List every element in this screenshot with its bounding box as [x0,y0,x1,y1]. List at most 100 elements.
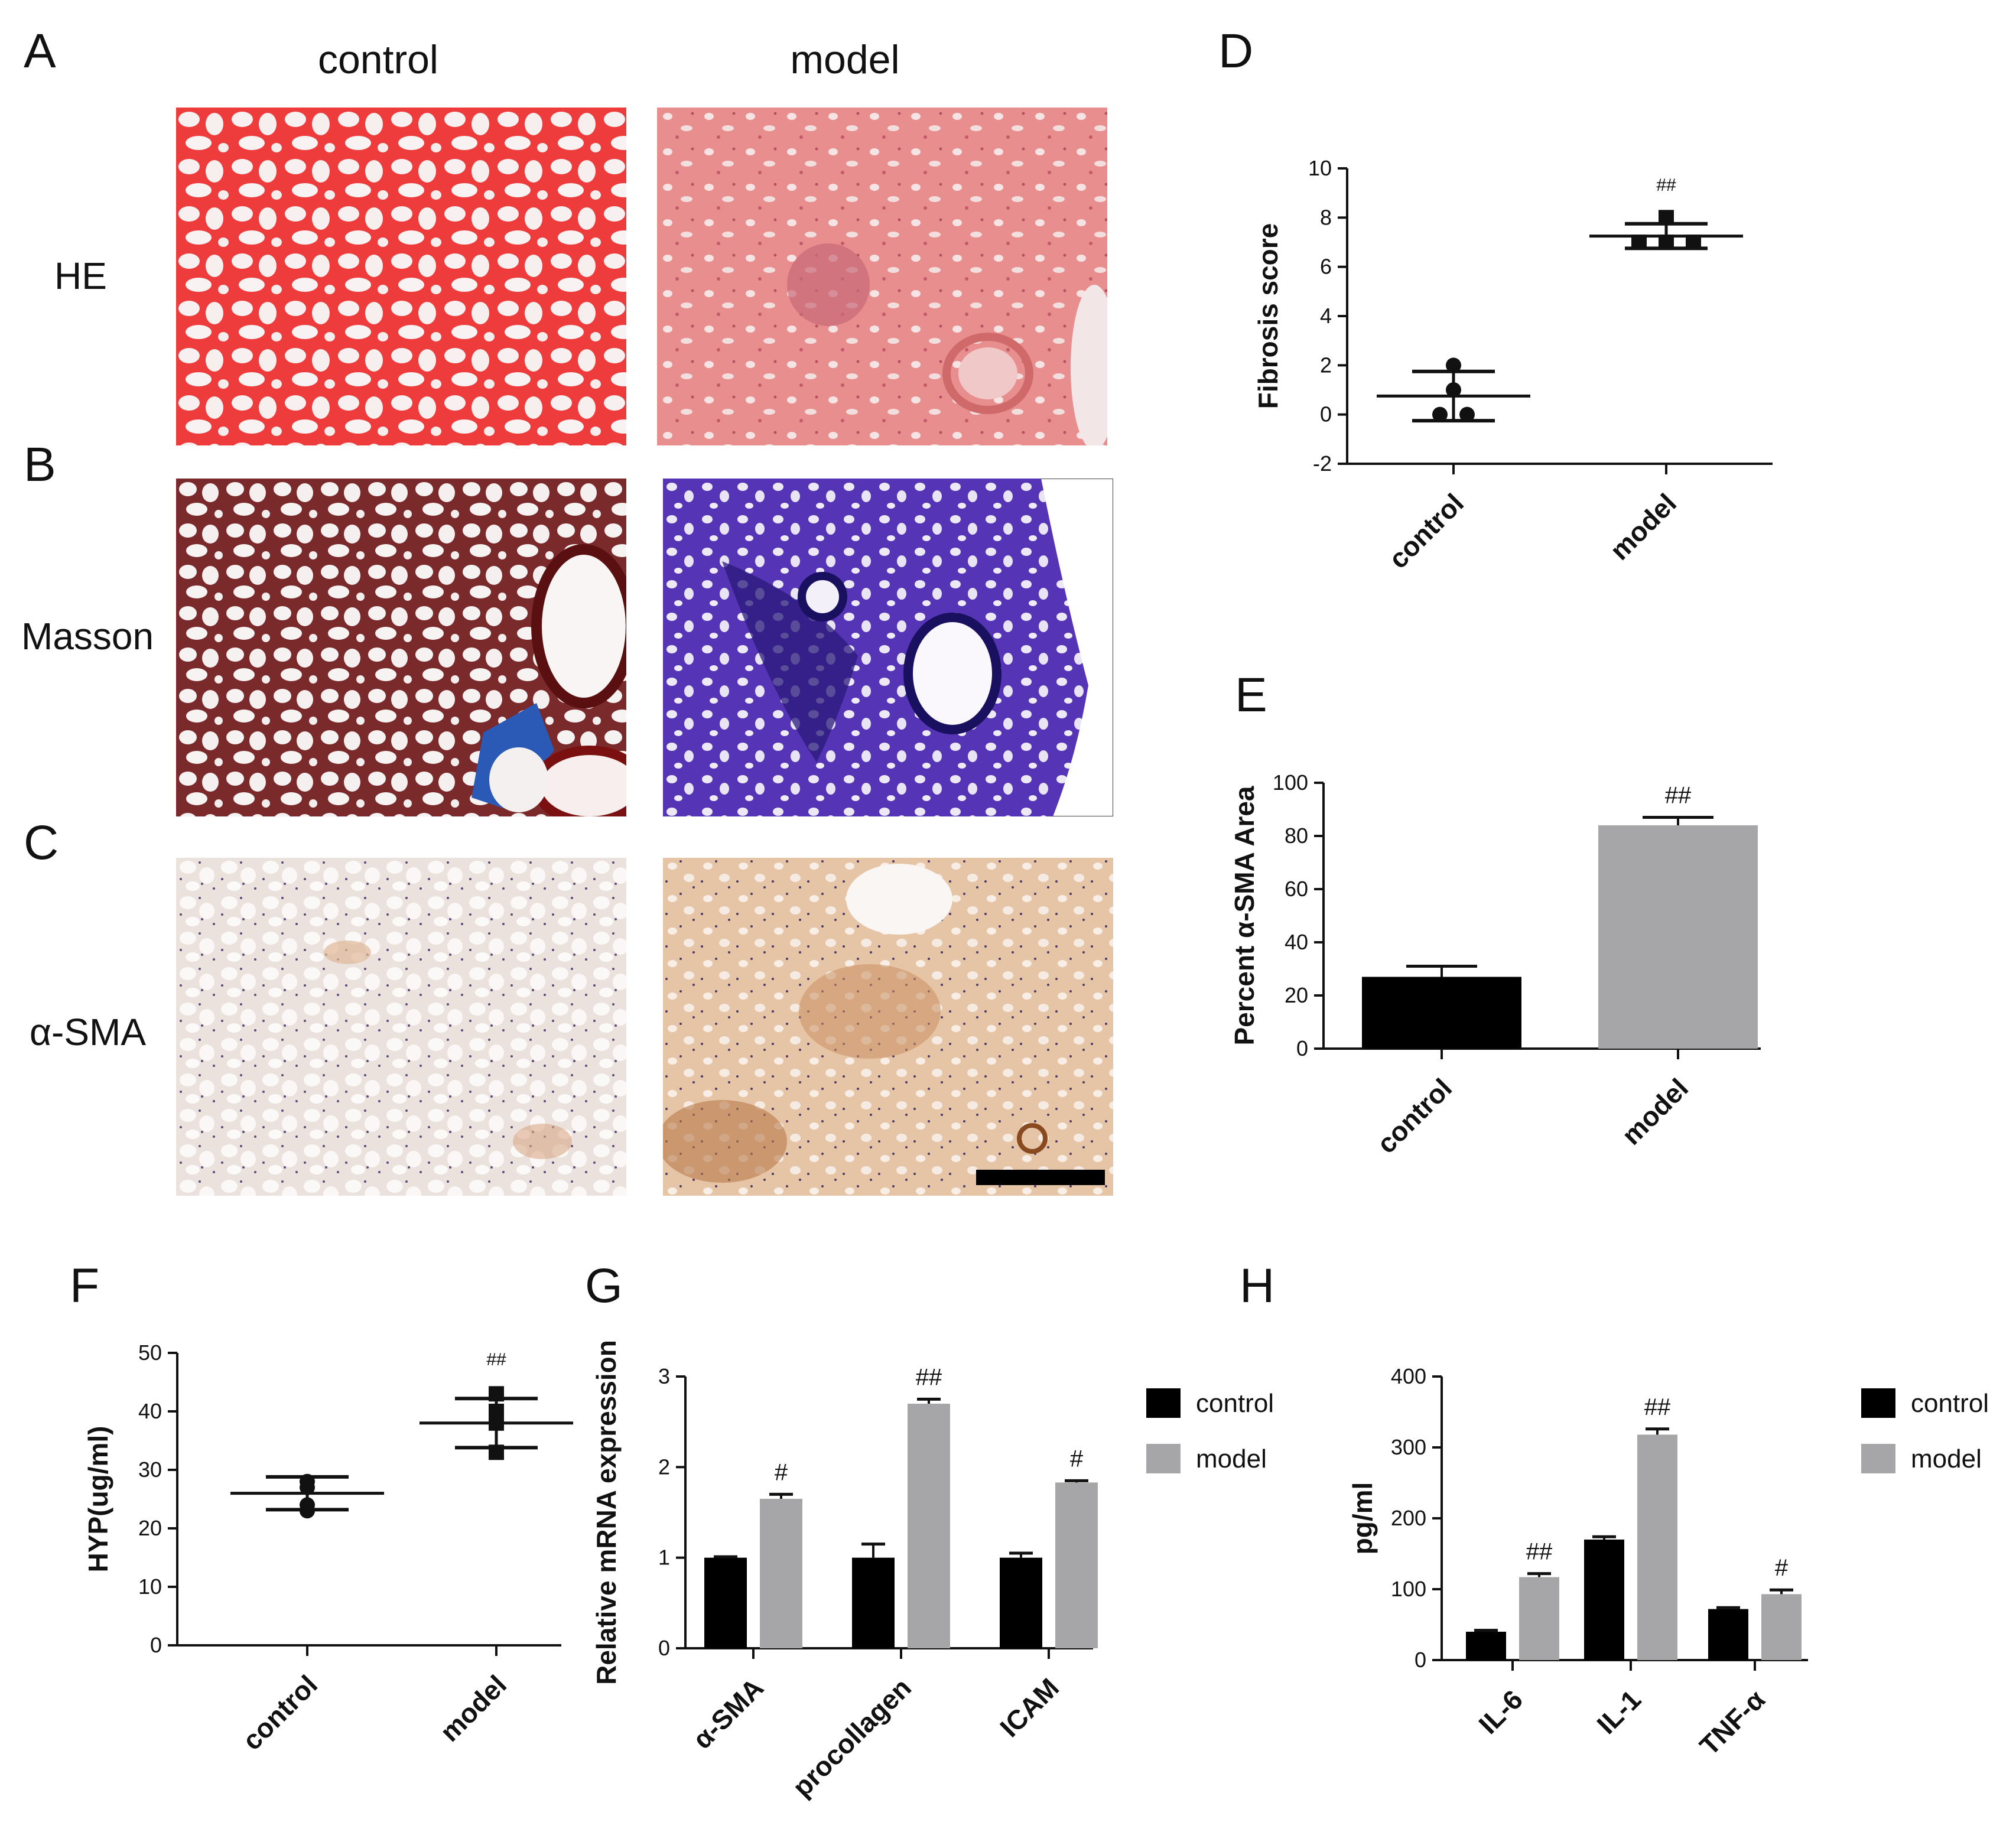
y-tick-label-f-3: 30 [138,1457,162,1482]
panel-letter-a: A [24,24,56,78]
panel-letter-f: F [70,1259,100,1313]
chart-sma-area: 0 20 40 60 80 100 Percent α-SMA Area control mod… [1229,770,1761,1159]
panel-letter-b: B [24,438,56,492]
annotation-g-1: ## [916,1364,942,1390]
data-point-d-1-2 [1659,235,1674,250]
y-axis-label-d: Fibrosis score [1253,223,1283,409]
y-tick-label-d-1: 0 [1320,402,1332,427]
x-tick-label-d-1: model [1604,487,1683,566]
y-tick-label-e-1: 20 [1285,983,1308,1007]
x-tick-label-f-1: model [434,1669,513,1748]
annotation-e-1: ## [1665,783,1692,809]
y-tick-label-f-5: 50 [138,1340,162,1365]
y-tick-label-d-5: 8 [1320,205,1332,229]
data-point-f-1-2 [489,1415,504,1431]
annotation-g-0: # [775,1459,788,1485]
chart-hyp: 0 10 20 30 40 50 HYP(ug/ml) control model ## [83,1340,573,1756]
annotation-d-1: ## [1656,175,1676,195]
x-tick-label-h-1: IL-1 [1591,1684,1647,1740]
y-tick-label-e-0: 0 [1296,1036,1308,1060]
annotation-f-1: ## [486,1350,506,1369]
data-point-f-0-1 [300,1479,315,1495]
data-point-f-1-3 [489,1444,504,1460]
row-label-masson: Masson [21,615,154,658]
x-tick-label-e-1: model [1616,1072,1695,1151]
data-point-f-0-3 [300,1503,315,1519]
y-tick-label-h-1: 100 [1391,1577,1426,1601]
bar-h-2-1 [1761,1594,1802,1660]
bar-g-1-1 [908,1404,950,1648]
bar-h-1-1 [1637,1434,1677,1660]
x-tick-label-f-0: control [236,1669,323,1756]
y-tick-label-h-0: 0 [1415,1648,1426,1672]
column-header-control: control [317,37,439,82]
micrograph-masson-control [176,479,626,816]
y-axis-label-g: Relative mRNA expression [591,1340,622,1685]
data-point-d-1-0 [1659,210,1674,226]
bar-h-0-1 [1519,1577,1559,1660]
bar-g-0-1 [760,1499,802,1648]
legend-label-h-1: model [1911,1444,1982,1473]
column-header-model: model [790,37,900,82]
x-tick-label-d-0: control [1383,487,1469,574]
panel-letter-c: C [24,816,59,870]
bar-h-2-0 [1708,1609,1748,1660]
y-tick-label-e-5: 100 [1273,770,1308,795]
legend-label-g-0: control [1196,1389,1274,1418]
micrograph-sma-model [663,858,1113,1196]
chart-mrna: 0 1 2 3 Relative mRNA expression α-SMA procoll… [591,1340,1274,1802]
bar-h-1-0 [1584,1540,1624,1660]
y-tick-label-e-2: 40 [1285,930,1308,954]
y-tick-label-e-4: 80 [1285,824,1308,848]
scale-bar [976,1170,1105,1185]
data-point-d-0-1 [1446,382,1461,398]
micrograph-sma-control [176,858,626,1196]
y-tick-label-d-2: 2 [1320,353,1332,377]
micrograph-he-model [657,108,1107,445]
x-tick-label-g-2: ICAM [994,1672,1065,1743]
y-axis-label-h: pg/ml [1347,1482,1378,1555]
data-point-d-0-0 [1446,357,1461,373]
annotation-h-2: # [1775,1555,1789,1581]
x-tick-label-e-0: control [1371,1072,1458,1159]
data-point-f-1-0 [489,1386,504,1402]
bar-e-0 [1362,977,1521,1049]
x-tick-label-h-0: IL-6 [1472,1684,1529,1740]
y-tick-label-e-3: 60 [1285,877,1308,901]
y-tick-label-g-0: 0 [658,1636,670,1660]
panel-letter-e: E [1235,668,1267,722]
legend-label-g-1: model [1196,1444,1267,1473]
panel-letter-g: G [585,1259,623,1313]
y-tick-label-h-4: 400 [1391,1364,1426,1388]
bar-g-1-0 [852,1557,895,1648]
micrograph-he-control [176,108,626,445]
micrograph-masson-model [663,479,1113,816]
legend-swatch-h-0 [1861,1388,1895,1418]
y-tick-label-d-6: 10 [1308,156,1332,180]
chart-fibrosis-score: -2 0 2 4 6 8 10 Fibrosis score control model ## [1253,156,1773,574]
legend-label-h-0: control [1911,1389,1989,1418]
legend-swatch-g-1 [1146,1444,1181,1473]
row-label-sma: α-SMA [30,1011,146,1053]
bar-g-2-1 [1055,1482,1098,1648]
legend-swatch-g-0 [1146,1388,1181,1418]
y-tick-label-g-2: 2 [658,1454,670,1479]
data-point-d-1-3 [1686,235,1701,250]
bar-e-1 [1598,825,1758,1049]
data-point-d-0-3 [1459,406,1475,422]
y-tick-label-h-2: 200 [1391,1506,1426,1530]
y-tick-label-h-3: 300 [1391,1435,1426,1459]
annotation-h-0: ## [1526,1539,1553,1565]
y-tick-label-g-3: 3 [658,1364,670,1388]
data-point-d-1-1 [1631,235,1647,250]
bar-g-0-0 [704,1557,747,1648]
row-label-he: HE [54,255,107,297]
x-tick-label-g-0: α-SMA [687,1672,769,1755]
y-tick-label-f-4: 40 [138,1399,162,1423]
y-tick-label-d-3: 4 [1320,304,1332,328]
annotation-g-2: # [1070,1446,1084,1472]
data-point-d-0-2 [1432,406,1448,422]
y-tick-label-g-1: 1 [658,1545,670,1570]
x-tick-label-h-2: TNF-α [1693,1684,1771,1761]
